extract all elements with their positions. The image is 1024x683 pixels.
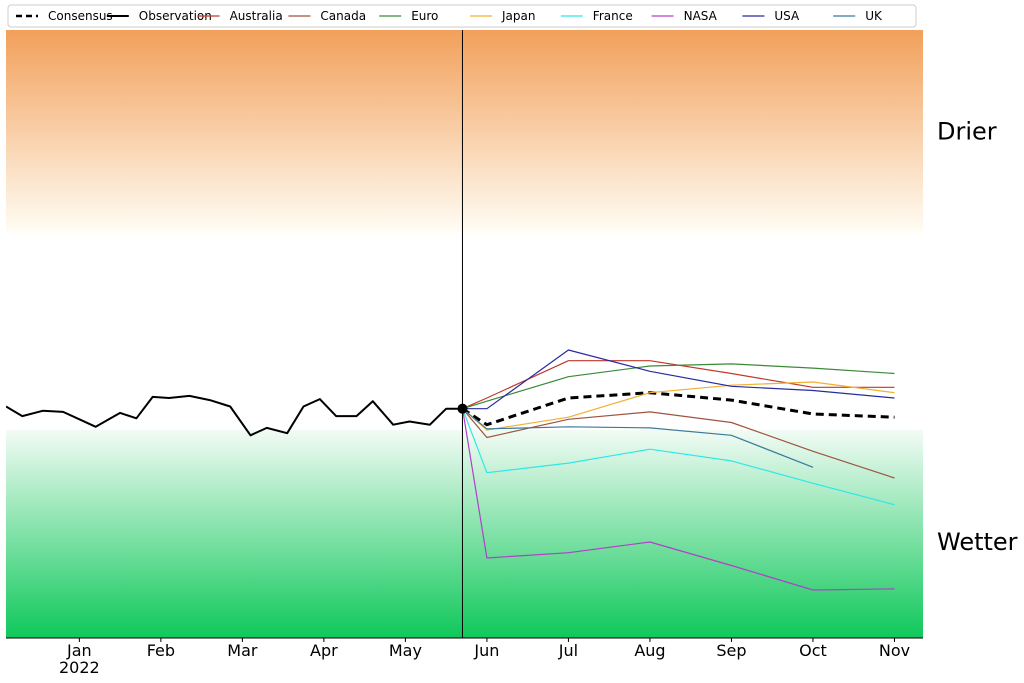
zone-drier [6, 30, 923, 233]
x-tick-label-jan: Jan [66, 641, 92, 660]
zones-layer [6, 30, 923, 638]
series-line-uk [462, 408, 814, 468]
x-tick-label-feb: Feb [147, 641, 175, 660]
legend-label-canada: Canada [320, 9, 366, 23]
legend-label-australia: Australia [230, 9, 283, 23]
legend-label-consensus: Consensus [48, 9, 113, 23]
series-line-euro [462, 363, 895, 410]
x-tick-label-oct: Oct [799, 641, 827, 660]
x-tick-label-may: May [389, 641, 422, 660]
x-tick-label-sep: Sep [716, 641, 746, 660]
series-line-australia [462, 360, 895, 410]
legend-label-nasa: NASA [684, 9, 718, 23]
x-tick-label-apr: Apr [310, 641, 338, 660]
x-tick-label-jul: Jul [558, 641, 578, 660]
x-tick-label-nov: Nov [879, 641, 910, 660]
series-line-japan [462, 381, 895, 431]
series-layer [6, 349, 895, 591]
x-tick-label-aug: Aug [634, 641, 665, 660]
series-line-observation [6, 394, 463, 437]
series-line-consensus [461, 391, 895, 427]
series-line-canada [462, 408, 895, 479]
zone-label-wetter: Wetter [937, 528, 1018, 556]
zone-label-drier: Drier [937, 117, 997, 145]
legend-label-euro: Euro [411, 9, 438, 23]
x-tick-label-mar: Mar [227, 641, 258, 660]
legend-label-usa: USA [774, 9, 800, 23]
x-tick-label-jun: Jun [473, 641, 499, 660]
series-line-france [461, 408, 895, 506]
series-line-usa [462, 349, 895, 410]
zone-labels: Drier Wetter [937, 117, 1018, 556]
legend-box [7, 4, 917, 28]
x-tick-sublabel-jan: 2022 [59, 658, 100, 677]
legend-label-observation: Observation [139, 9, 212, 23]
legend-label-uk: UK [865, 9, 883, 23]
legend: Consensus Observation Australia Canada Euro J… [7, 4, 917, 28]
legend-label-france: France [593, 9, 633, 23]
zone-wetter [6, 430, 923, 638]
series-line-nasa [461, 408, 895, 591]
forecast-start-marker [457, 403, 468, 414]
legend-label-japan: Japan [501, 9, 535, 23]
